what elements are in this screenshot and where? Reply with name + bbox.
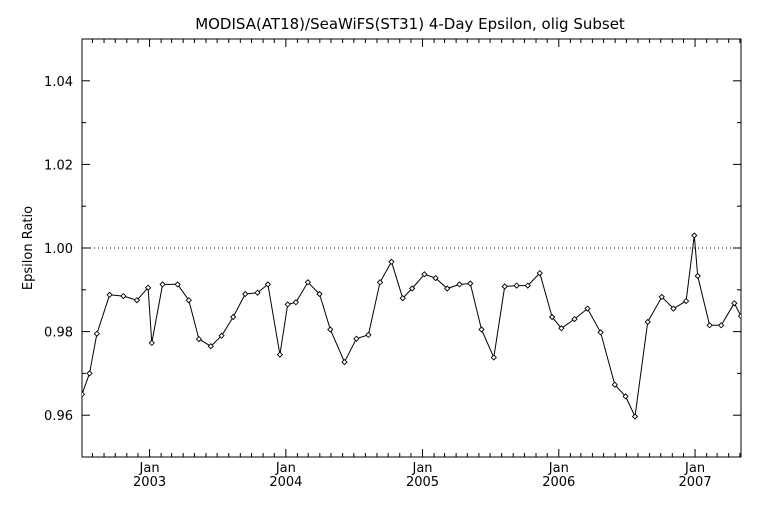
data-point-marker [571,315,578,323]
data-point-marker [218,332,225,339]
data-point-marker [365,331,372,339]
data-point-marker [421,271,428,278]
data-point-marker [558,325,565,332]
y-tick-label: 1.00 [44,242,73,257]
x-tick-month-label: Jan [548,461,569,476]
y-tick-label: 0.98 [44,326,73,341]
data-point-marker [120,292,127,300]
data-point-marker [316,290,323,298]
data-point-marker [399,295,406,302]
data-point-marker [341,358,348,366]
x-tick-month-label: Jan [411,461,432,476]
x-tick-year-label: 2005 [406,475,439,490]
data-point-marker [597,329,604,336]
data-point-marker [254,289,261,296]
data-point-marker [548,313,556,321]
series-line [82,235,741,419]
x-tick-year-label: 2003 [133,475,166,490]
data-point-marker [731,300,738,307]
data-point-marker [456,281,463,288]
data-point-marker [276,351,284,358]
data-point-marker [106,291,113,298]
data-point-marker [388,258,395,265]
data-point-marker [133,297,141,304]
data-point-marker [682,297,690,305]
data-point-marker [304,279,312,286]
data-point-marker [86,370,93,377]
y-tick-label: 0.96 [44,409,73,424]
data-point-marker [737,312,741,320]
x-tick-month-label: Jan [139,461,160,476]
data-point-marker [444,285,451,292]
x-tick-year-label: 2006 [542,475,575,490]
data-point-marker [670,305,677,312]
data-point-marker [207,343,214,350]
data-point-marker [432,274,439,282]
data-point-marker [242,290,249,298]
y-tick-label: 1.02 [44,158,73,173]
data-point-marker [631,413,639,420]
data-point-marker [292,299,300,306]
x-tick-year-label: 2004 [269,475,302,490]
data-point-marker [524,282,531,289]
data-point-marker [691,232,698,239]
data-point-marker [644,318,651,326]
chart-title: MODISA(AT18)/SeaWiFS(ST31) 4-Day Epsilon… [195,15,625,33]
x-tick-month-label: Jan [684,461,705,476]
series-layer [82,235,741,419]
data-point-marker [284,301,291,308]
data-point-marker [513,282,520,289]
y-axis-ticks: 0.96 0.98 1.00 1.02 1.04 [44,38,741,458]
data-point-marker [230,313,237,321]
data-point-marker [501,283,508,290]
data-point-marker [467,280,474,287]
data-point-marker [195,335,203,343]
data-point-marker [658,293,665,301]
data-point-marker [408,285,416,292]
data-point-marker [694,272,701,280]
data-point-marker [185,297,192,304]
data-point-marker [490,354,497,361]
data-point-marker [174,281,181,288]
data-point-marker [82,391,86,398]
data-point-marker [536,269,543,277]
y-axis-label: Epsilon Ratio [21,206,36,290]
data-point-marker [93,330,101,337]
x-tick-year-label: 2007 [679,475,712,490]
data-point-marker [144,284,152,291]
data-point-marker [376,279,384,286]
data-point-marker [327,326,334,333]
data-point-marker [718,322,725,329]
data-point-marker [159,281,166,288]
data-point-marker [706,322,713,329]
data-point-marker [478,326,485,333]
data-point-marker [584,305,591,312]
y-tick-label: 1.04 [44,75,73,90]
data-point-marker [148,339,155,347]
data-point-marker [353,335,360,342]
data-point-marker [611,381,618,388]
x-tick-month-label: Jan [275,461,296,476]
marker-layer [82,232,741,420]
data-point-marker [622,393,629,400]
data-point-marker [264,281,272,288]
